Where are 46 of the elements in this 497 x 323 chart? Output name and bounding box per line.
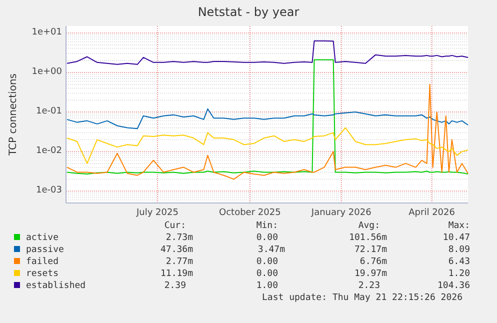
text: Last update: Thu May 21 22:15:26 2026 — [262, 293, 462, 303]
text: Avg: — [358, 221, 380, 231]
y-tick-label: 1e+00 — [32, 66, 62, 77]
line-series — [66, 40, 468, 65]
text: Min: — [256, 221, 278, 231]
text: 6.76m — [360, 257, 387, 267]
text: 8.09 — [448, 245, 470, 255]
legend-label: failed — [26, 257, 59, 267]
legend-label: active — [26, 233, 59, 243]
line-series — [66, 59, 468, 175]
line-series — [66, 84, 468, 180]
text: 2.23 — [358, 281, 380, 291]
text: 1.20 — [448, 269, 470, 279]
y-tick-label: 1e+01 — [32, 27, 62, 38]
x-tick-label: October 2025 — [219, 208, 281, 218]
y-axis-title: TCP connections — [8, 73, 19, 157]
line-series — [66, 127, 468, 164]
text: 11.19m — [160, 269, 193, 279]
chart-title: Netstat - by year — [198, 5, 300, 19]
text: 2.73m — [166, 233, 193, 243]
line-series — [66, 108, 468, 130]
y-tick-label: 1e-02 — [36, 146, 62, 156]
text: 104.36 — [437, 281, 470, 291]
text: 47.36m — [160, 245, 193, 255]
text: 0.00 — [256, 257, 278, 267]
text: 6.43 — [448, 257, 470, 267]
text: 0.00 — [256, 233, 278, 243]
text: 10.47 — [442, 233, 470, 243]
text: 72.17m — [354, 245, 387, 255]
y-tick-label: 1e-03 — [36, 185, 62, 196]
x-tick-label: January 2026 — [310, 208, 372, 218]
text: 2.39 — [164, 281, 186, 291]
text: Cur: — [164, 221, 186, 231]
legend-label: established — [26, 281, 86, 291]
text: 2.77m — [166, 257, 193, 267]
text: Max: — [448, 221, 470, 231]
text: 0.00 — [256, 269, 278, 279]
legend-label: passive — [26, 245, 64, 255]
y-tick-label: 1e-01 — [36, 106, 62, 116]
text: 1.00 — [256, 281, 278, 291]
text: 101.56m — [349, 233, 387, 243]
x-tick-label: July 2025 — [135, 208, 178, 218]
text: 19.97m — [354, 269, 387, 279]
legend-label: resets — [26, 269, 59, 279]
x-tick-label: April 2026 — [408, 208, 456, 218]
text: 3.47m — [258, 245, 285, 255]
